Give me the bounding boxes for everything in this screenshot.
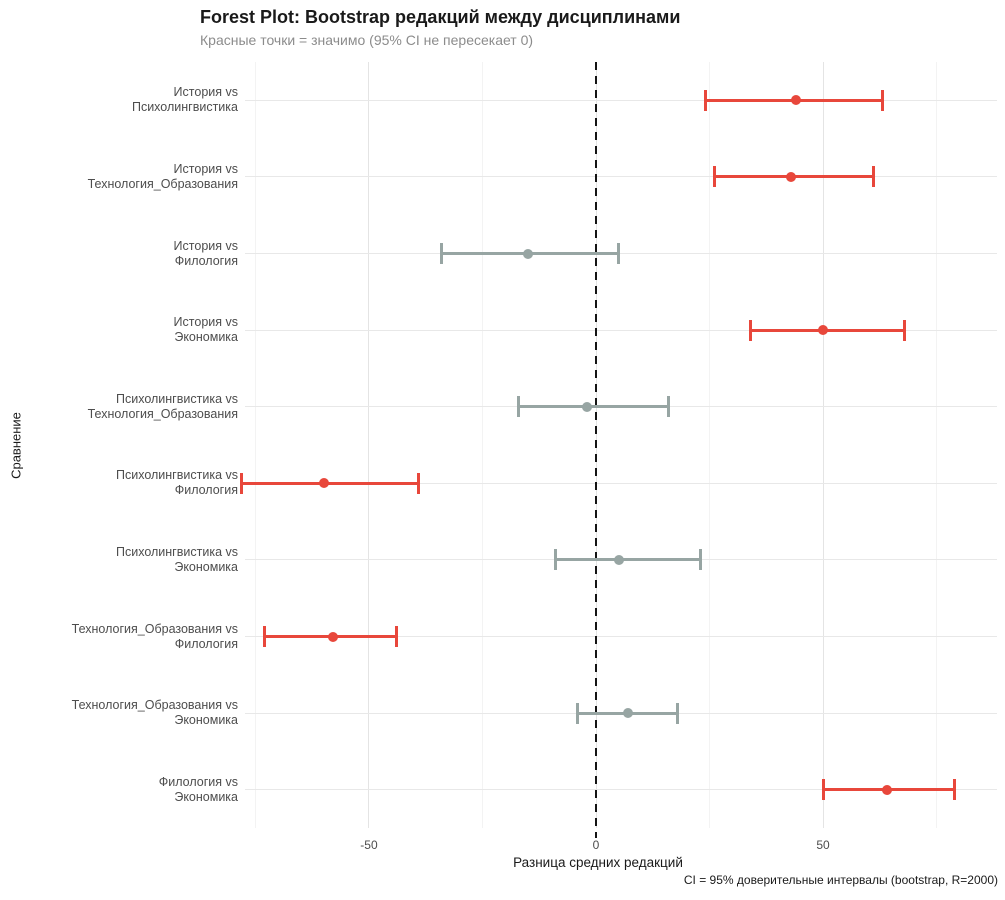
category-label-line1: Психолингвистика vs: [116, 544, 238, 559]
x-axis-title: Разница средних редакций: [513, 855, 683, 870]
mean-point: [613, 554, 624, 565]
ci-cap-left: [821, 779, 825, 801]
category-label-line2: Технология_Образования: [87, 176, 238, 191]
ci-cap-left: [712, 166, 716, 188]
category-label: Технология_Образования vs Экономика: [23, 698, 238, 728]
confidence-interval-bar: [518, 405, 669, 409]
gridline-minor-vertical: [936, 62, 938, 828]
category-label: История vs Экономика: [23, 315, 238, 345]
gridline-horizontal: [245, 329, 997, 331]
category-label-line1: История vs: [173, 315, 238, 330]
mean-point: [522, 248, 533, 259]
category-label-line1: История vs: [173, 85, 238, 100]
ci-cap-left: [517, 396, 521, 418]
category-label-line2: Экономика: [174, 713, 238, 728]
ci-cap-right: [617, 243, 621, 264]
category-label-line1: Психолингвистика vs: [116, 468, 238, 483]
plot-panel: [240, 62, 997, 838]
gridline-horizontal: [245, 176, 997, 178]
category-label: Психолингвистика vs Экономика: [23, 545, 238, 575]
mean-point: [818, 325, 829, 336]
category-label: История vs Технология_Образования: [23, 162, 238, 192]
ci-cap-left: [440, 243, 444, 264]
chart-caption: CI = 95% доверительные интервалы (bootst…: [683, 873, 998, 887]
chart-title: Forest Plot: Bootstrap редакций между ди…: [200, 7, 681, 27]
gridline-horizontal: [245, 253, 997, 254]
ci-cap-right: [698, 549, 702, 571]
confidence-interval-bar: [555, 558, 701, 562]
x-tick-label: 0: [592, 838, 600, 852]
mean-point: [790, 95, 801, 106]
category-label: История vs Психолингвистика: [23, 85, 238, 115]
gridline-horizontal: [245, 636, 997, 637]
zero-reference-line: [595, 62, 598, 838]
gridline-minor-vertical: [254, 62, 256, 828]
mean-point: [786, 171, 797, 182]
category-label-line2: Экономика: [174, 330, 238, 345]
x-tick-label: 50: [816, 838, 830, 852]
mean-point: [318, 478, 329, 489]
category-label: История vs Филология: [23, 239, 238, 269]
category-label: Психолингвистика vs Филология: [23, 468, 238, 498]
confidence-interval-bar: [241, 481, 419, 485]
category-label-line2: Экономика: [174, 789, 238, 804]
category-label-line1: История vs: [173, 161, 238, 176]
ci-cap-left: [553, 549, 557, 571]
category-label: Психолингвистика vs Технология_Образовани…: [23, 392, 238, 422]
ci-cap-right: [880, 89, 884, 111]
category-label-line1: Психолингвистика vs: [116, 391, 238, 406]
ci-cap-right: [676, 702, 680, 724]
category-label-line2: Филология: [174, 483, 238, 498]
mean-point: [881, 784, 892, 795]
gridline-horizontal: [245, 789, 997, 791]
gridline-minor-vertical: [709, 62, 711, 828]
category-label-line2: Экономика: [174, 559, 238, 574]
gridline-minor-vertical: [481, 62, 483, 828]
mean-point: [581, 401, 592, 412]
category-label-line2: Филология: [174, 253, 238, 268]
ci-cap-right: [417, 472, 421, 494]
category-label-line1: Филология vs: [158, 774, 238, 789]
category-label-line2: Технология_Образования: [87, 406, 238, 421]
mean-point: [327, 631, 338, 642]
gridline-major-vertical: [822, 62, 824, 828]
mean-point: [622, 708, 633, 719]
ci-cap-right: [953, 779, 957, 801]
category-label-line1: Технология_Образования vs: [71, 621, 238, 636]
ci-cap-right: [667, 396, 671, 418]
category-label-line1: История vs: [173, 238, 238, 253]
category-label-line1: Технология_Образования vs: [71, 698, 238, 713]
ci-cap-left: [703, 89, 707, 111]
category-label-line2: Психолингвистика: [131, 100, 238, 115]
ci-cap-left: [576, 702, 580, 724]
gridline-major-vertical: [368, 62, 370, 828]
gridline-horizontal: [245, 99, 997, 101]
category-label: Филология vs Экономика: [23, 775, 238, 805]
ci-cap-left: [240, 472, 244, 494]
category-label: Технология_Образования vs Филология: [23, 622, 238, 652]
chart-subtitle: Красные точки = значимо (95% CI не перес…: [200, 32, 534, 48]
ci-cap-left: [263, 626, 267, 647]
x-tick-label: -50: [360, 838, 378, 852]
ci-cap-right: [394, 626, 398, 647]
y-axis-title: Сравнение: [8, 412, 24, 479]
category-label-line2: Филология: [174, 636, 238, 651]
ci-cap-right: [903, 319, 907, 341]
ci-cap-left: [748, 319, 752, 341]
ci-cap-right: [871, 166, 875, 188]
gridline-horizontal: [245, 482, 997, 484]
